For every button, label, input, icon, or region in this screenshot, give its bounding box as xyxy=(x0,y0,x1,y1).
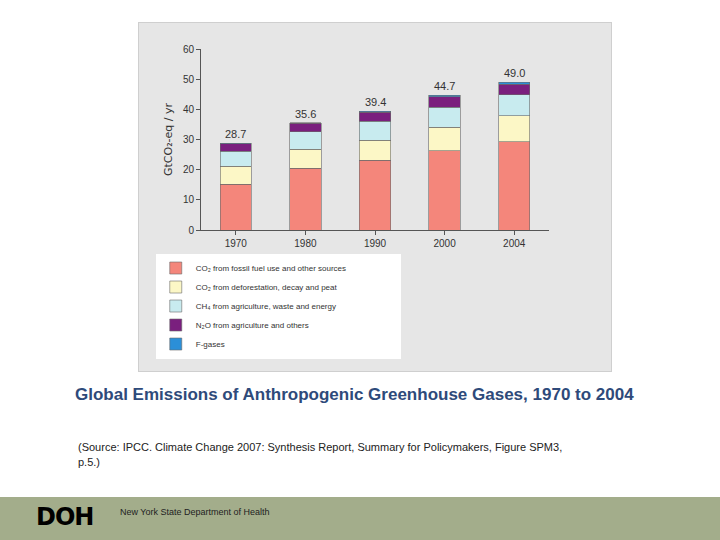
svg-text:44.7: 44.7 xyxy=(434,80,455,92)
svg-text:GtCO₂-eq / yr: GtCO₂-eq / yr xyxy=(162,103,175,177)
svg-text:2000: 2000 xyxy=(433,238,456,249)
html-text:(Source: IPCC. Climate Change: (Source: IPCC. Climate Change 2007: Synt… xyxy=(78,441,563,468)
svg-text:CH₄ from agriculture, waste an: CH₄ from agriculture, waste and energy xyxy=(196,302,336,311)
html-text:DOH: DOH xyxy=(36,503,94,531)
svg-text:28.7: 28.7 xyxy=(225,128,246,140)
svg-text:30: 30 xyxy=(183,134,195,145)
svg-text:CO₂ from deforestation, decay: CO₂ from deforestation, decay and peat xyxy=(196,283,338,292)
svg-text:50: 50 xyxy=(183,74,195,85)
svg-text:F-gases: F-gases xyxy=(196,340,225,349)
svg-text:N₂O from agriculture and other: N₂O from agriculture and others xyxy=(196,321,309,330)
svg-text:20: 20 xyxy=(183,164,195,175)
svg-text:39.4: 39.4 xyxy=(365,96,386,108)
svg-text:CO₂ from fossil fuel use and o: CO₂ from fossil fuel use and other sourc… xyxy=(196,264,346,273)
svg-text:1980: 1980 xyxy=(294,238,317,249)
svg-text:60: 60 xyxy=(183,44,195,55)
html-text:New York State Department of H: New York State Department of Health xyxy=(120,507,270,517)
svg-text:1990: 1990 xyxy=(364,238,387,249)
svg-text:2004: 2004 xyxy=(503,238,526,249)
svg-text:10: 10 xyxy=(183,194,195,205)
svg-text:49.0: 49.0 xyxy=(504,67,525,79)
svg-text:40: 40 xyxy=(183,104,195,115)
svg-text:0: 0 xyxy=(188,225,194,236)
html-text:Global Emissions of Anthropoge: Global Emissions of Anthropogenic Greenh… xyxy=(75,385,634,404)
svg-text:1970: 1970 xyxy=(225,238,248,249)
svg-text:35.6: 35.6 xyxy=(295,108,316,120)
